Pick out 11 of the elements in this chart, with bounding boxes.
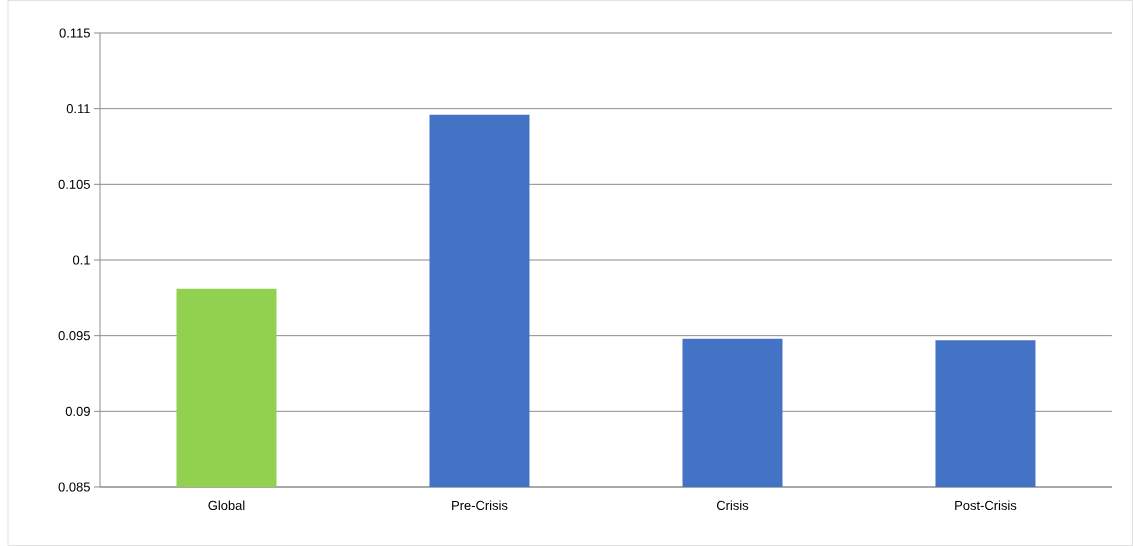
y-tick-label: 0.09 (65, 406, 90, 416)
y-tick-label: 0.105 (58, 179, 90, 189)
y-tick-label: 0.115 (59, 28, 90, 38)
y-tick-label: 0.11 (66, 104, 90, 114)
y-tick-label: 0.095 (58, 331, 90, 341)
y-tick-label: 0.1 (72, 255, 90, 265)
x-tick-label: Post-Crisis (955, 500, 1017, 511)
x-tick-label: Pre-Crisis (452, 500, 508, 511)
y-tick-label: 0.085 (58, 482, 90, 492)
x-tick-label: Crisis (716, 500, 749, 511)
x-tick-label: Global (208, 500, 245, 511)
